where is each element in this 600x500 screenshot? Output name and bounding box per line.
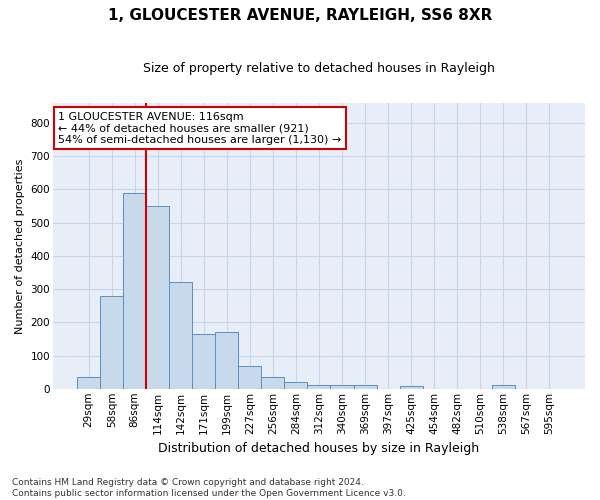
Bar bbox=[238, 366, 262, 389]
Bar bbox=[353, 386, 377, 389]
Title: Size of property relative to detached houses in Rayleigh: Size of property relative to detached ho… bbox=[143, 62, 495, 76]
Bar bbox=[169, 282, 193, 389]
Bar bbox=[307, 385, 331, 389]
Bar bbox=[331, 386, 353, 389]
Bar bbox=[284, 382, 307, 389]
Bar bbox=[193, 334, 215, 389]
Bar bbox=[492, 386, 515, 389]
Y-axis label: Number of detached properties: Number of detached properties bbox=[15, 158, 25, 334]
Bar bbox=[400, 386, 422, 389]
Bar bbox=[123, 193, 146, 389]
Text: Contains HM Land Registry data © Crown copyright and database right 2024.
Contai: Contains HM Land Registry data © Crown c… bbox=[12, 478, 406, 498]
Text: 1 GLOUCESTER AVENUE: 116sqm
← 44% of detached houses are smaller (921)
54% of se: 1 GLOUCESTER AVENUE: 116sqm ← 44% of det… bbox=[58, 112, 341, 145]
Bar bbox=[262, 377, 284, 389]
Bar bbox=[77, 377, 100, 389]
Text: 1, GLOUCESTER AVENUE, RAYLEIGH, SS6 8XR: 1, GLOUCESTER AVENUE, RAYLEIGH, SS6 8XR bbox=[108, 8, 492, 22]
Bar bbox=[215, 332, 238, 389]
Bar bbox=[100, 296, 123, 389]
Bar bbox=[146, 206, 169, 389]
X-axis label: Distribution of detached houses by size in Rayleigh: Distribution of detached houses by size … bbox=[158, 442, 479, 455]
